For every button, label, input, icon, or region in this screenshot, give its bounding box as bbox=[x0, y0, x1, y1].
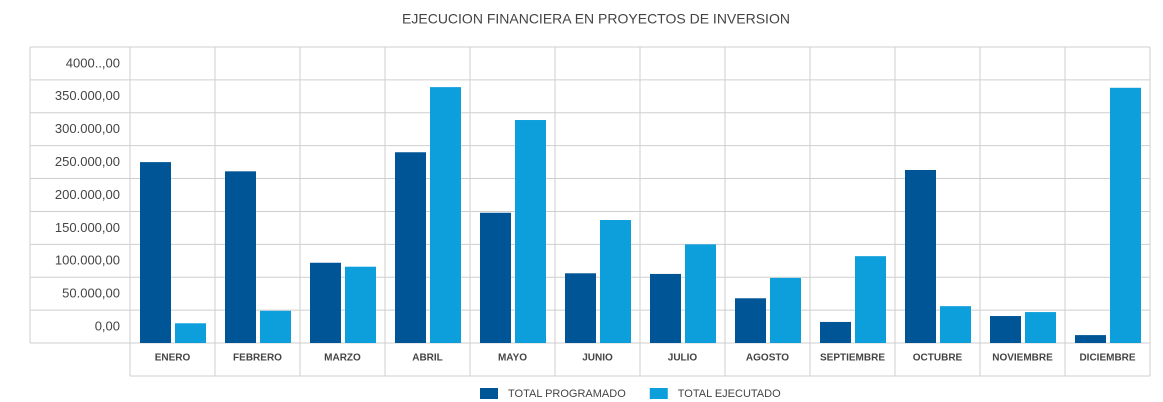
y-tick-label: 150.000,00 bbox=[55, 220, 120, 235]
x-tick-label: SEPTIEMBRE bbox=[820, 353, 885, 364]
bar bbox=[430, 87, 461, 343]
y-tick-label: 200.000,00 bbox=[55, 187, 120, 202]
bar bbox=[395, 152, 426, 343]
x-tick-label: NOVIEMBRE bbox=[992, 353, 1053, 364]
x-tick-label: AGOSTO bbox=[746, 353, 789, 364]
bar bbox=[735, 298, 766, 343]
bar bbox=[1075, 335, 1106, 343]
bar bbox=[565, 273, 596, 343]
bar bbox=[1110, 87, 1141, 343]
legend-swatch bbox=[649, 388, 668, 399]
legend-swatch bbox=[480, 388, 498, 399]
bar bbox=[345, 266, 376, 343]
y-tick-label: 300.000,00 bbox=[55, 121, 120, 136]
bar bbox=[140, 162, 171, 343]
y-tick-label: 250.000,00 bbox=[55, 154, 120, 169]
bar bbox=[225, 171, 256, 343]
bar bbox=[855, 256, 886, 343]
bar bbox=[770, 277, 801, 343]
bar bbox=[175, 323, 206, 343]
legend-label: TOTAL PROGRAMADO bbox=[508, 388, 626, 400]
bar bbox=[600, 219, 631, 343]
chart-title: EJECUCION FINANCIERA EN PROYECTOS DE INV… bbox=[402, 11, 790, 27]
x-tick-label: FEBRERO bbox=[233, 353, 282, 364]
x-tick-label: OCTUBRE bbox=[913, 353, 963, 364]
x-tick-label: ABRIL bbox=[412, 353, 443, 364]
x-tick-label: JUNIO bbox=[582, 353, 613, 364]
bar bbox=[685, 244, 716, 343]
bar bbox=[515, 120, 546, 343]
y-tick-label: 350.000,00 bbox=[55, 88, 120, 103]
x-tick-label: JULIO bbox=[668, 353, 698, 364]
bar bbox=[905, 170, 936, 343]
legend-label: TOTAL EJECUTADO bbox=[678, 388, 781, 400]
y-tick-label: 100.000,00 bbox=[55, 253, 120, 268]
x-tick-label: DICIEMBRE bbox=[1079, 353, 1135, 364]
bar bbox=[310, 262, 341, 343]
bar bbox=[650, 273, 681, 343]
bar bbox=[260, 310, 291, 343]
bar bbox=[940, 306, 971, 343]
bar bbox=[1025, 312, 1056, 343]
bar bbox=[480, 212, 511, 343]
bar bbox=[990, 316, 1021, 343]
x-tick-label: MAYO bbox=[498, 353, 527, 364]
x-tick-label: MARZO bbox=[324, 353, 361, 364]
x-tick-label: ENERO bbox=[155, 353, 191, 364]
bar bbox=[820, 321, 851, 343]
y-tick-label: 0,00 bbox=[95, 318, 120, 333]
y-tick-label: 50.000,00 bbox=[62, 286, 120, 301]
y-tick-label: 4000..,00 bbox=[66, 55, 120, 70]
